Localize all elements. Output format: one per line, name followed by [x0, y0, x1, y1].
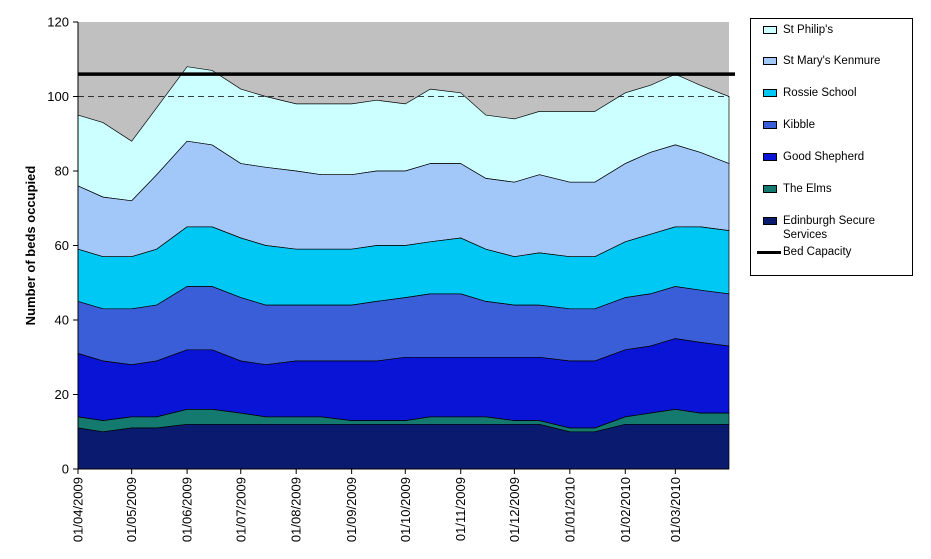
- x-tick-label: 01/11/2009: [453, 477, 468, 541]
- x-tick-label: 01/08/2009: [289, 477, 304, 542]
- x-tick-label: 01/05/2009: [124, 477, 139, 542]
- legend-item-bed-capacity: Bed Capacity: [757, 245, 908, 259]
- y-tick-labels: 0 20 40 60 80 100 120: [47, 15, 69, 477]
- x-tick-label: 01/09/2009: [344, 477, 359, 542]
- y-tick-label: 20: [55, 387, 69, 402]
- x-tick-label: 01/10/2009: [398, 477, 413, 542]
- legend-item-st-marys-kenmure: St Mary's Kenmure: [763, 54, 908, 68]
- legend-swatch-kibble: [763, 121, 777, 129]
- legend-swatch-the-elms: [763, 185, 777, 193]
- legend-swatch-rossie-school: [763, 89, 777, 97]
- legend-label-the-elms: The Elms: [783, 183, 832, 195]
- x-tick-label: 01/01/2010: [562, 477, 577, 542]
- legend-label-st-marys-kenmure: St Mary's Kenmure: [783, 55, 881, 67]
- legend-item-kibble: Kibble: [763, 118, 908, 132]
- legend-swatch-bed-capacity: [757, 251, 781, 254]
- y-tick-label: 80: [55, 164, 69, 179]
- area-layers: [77, 66, 730, 470]
- x-tick-label: 01/12/2009: [507, 477, 522, 542]
- x-tick-label: 01/03/2010: [668, 477, 683, 542]
- axes: [73, 21, 729, 474]
- legend-label-rossie-school: Rossie School: [783, 87, 857, 99]
- x-tick-label: 01/07/2009: [233, 477, 248, 542]
- y-tick-label: 100: [47, 89, 69, 104]
- x-tick-label: 01/02/2010: [618, 477, 633, 542]
- legend-item-st-philips: St Philip's: [763, 23, 908, 37]
- legend-label-edinburgh-secure-services: Edinburgh Secure Services: [783, 215, 876, 241]
- legend-swatch-st-marys-kenmure: [763, 57, 777, 65]
- legend-swatch-edinburgh-secure-services: [763, 217, 777, 225]
- legend-item-edinburgh-secure-services: Edinburgh Secure Services: [763, 214, 908, 242]
- legend-item-the-elms: The Elms: [763, 182, 908, 196]
- legend-label-bed-capacity: Bed Capacity: [783, 246, 852, 258]
- x-tick-labels: 01/04/2009 01/05/2009 01/06/2009 01/07/2009…: [71, 477, 683, 542]
- legend-label-good-shepherd: Good Shepherd: [783, 151, 865, 163]
- y-tick-label: 120: [47, 15, 69, 30]
- legend-item-good-shepherd: Good Shepherd: [763, 150, 908, 164]
- legend-swatch-good-shepherd: [763, 153, 777, 161]
- y-tick-label: 0: [62, 462, 69, 477]
- legend-swatch-st-philips: [763, 26, 777, 34]
- x-tick-label: 01/06/2009: [180, 477, 195, 542]
- legend-item-rossie-school: Rossie School: [763, 86, 908, 100]
- legend-label-st-philips: St Philip's: [783, 24, 834, 36]
- y-tick-label: 60: [55, 238, 69, 253]
- legend-label-kibble: Kibble: [783, 119, 815, 131]
- y-axis-label: Number of beds occupied: [23, 166, 38, 326]
- area-edinburgh-secure-services: [77, 423, 730, 470]
- x-tick-label: 01/04/2009: [71, 477, 86, 542]
- y-tick-label: 40: [55, 313, 69, 328]
- legend: St Philip's St Mary's Kenmure Rossie Sch…: [750, 18, 913, 276]
